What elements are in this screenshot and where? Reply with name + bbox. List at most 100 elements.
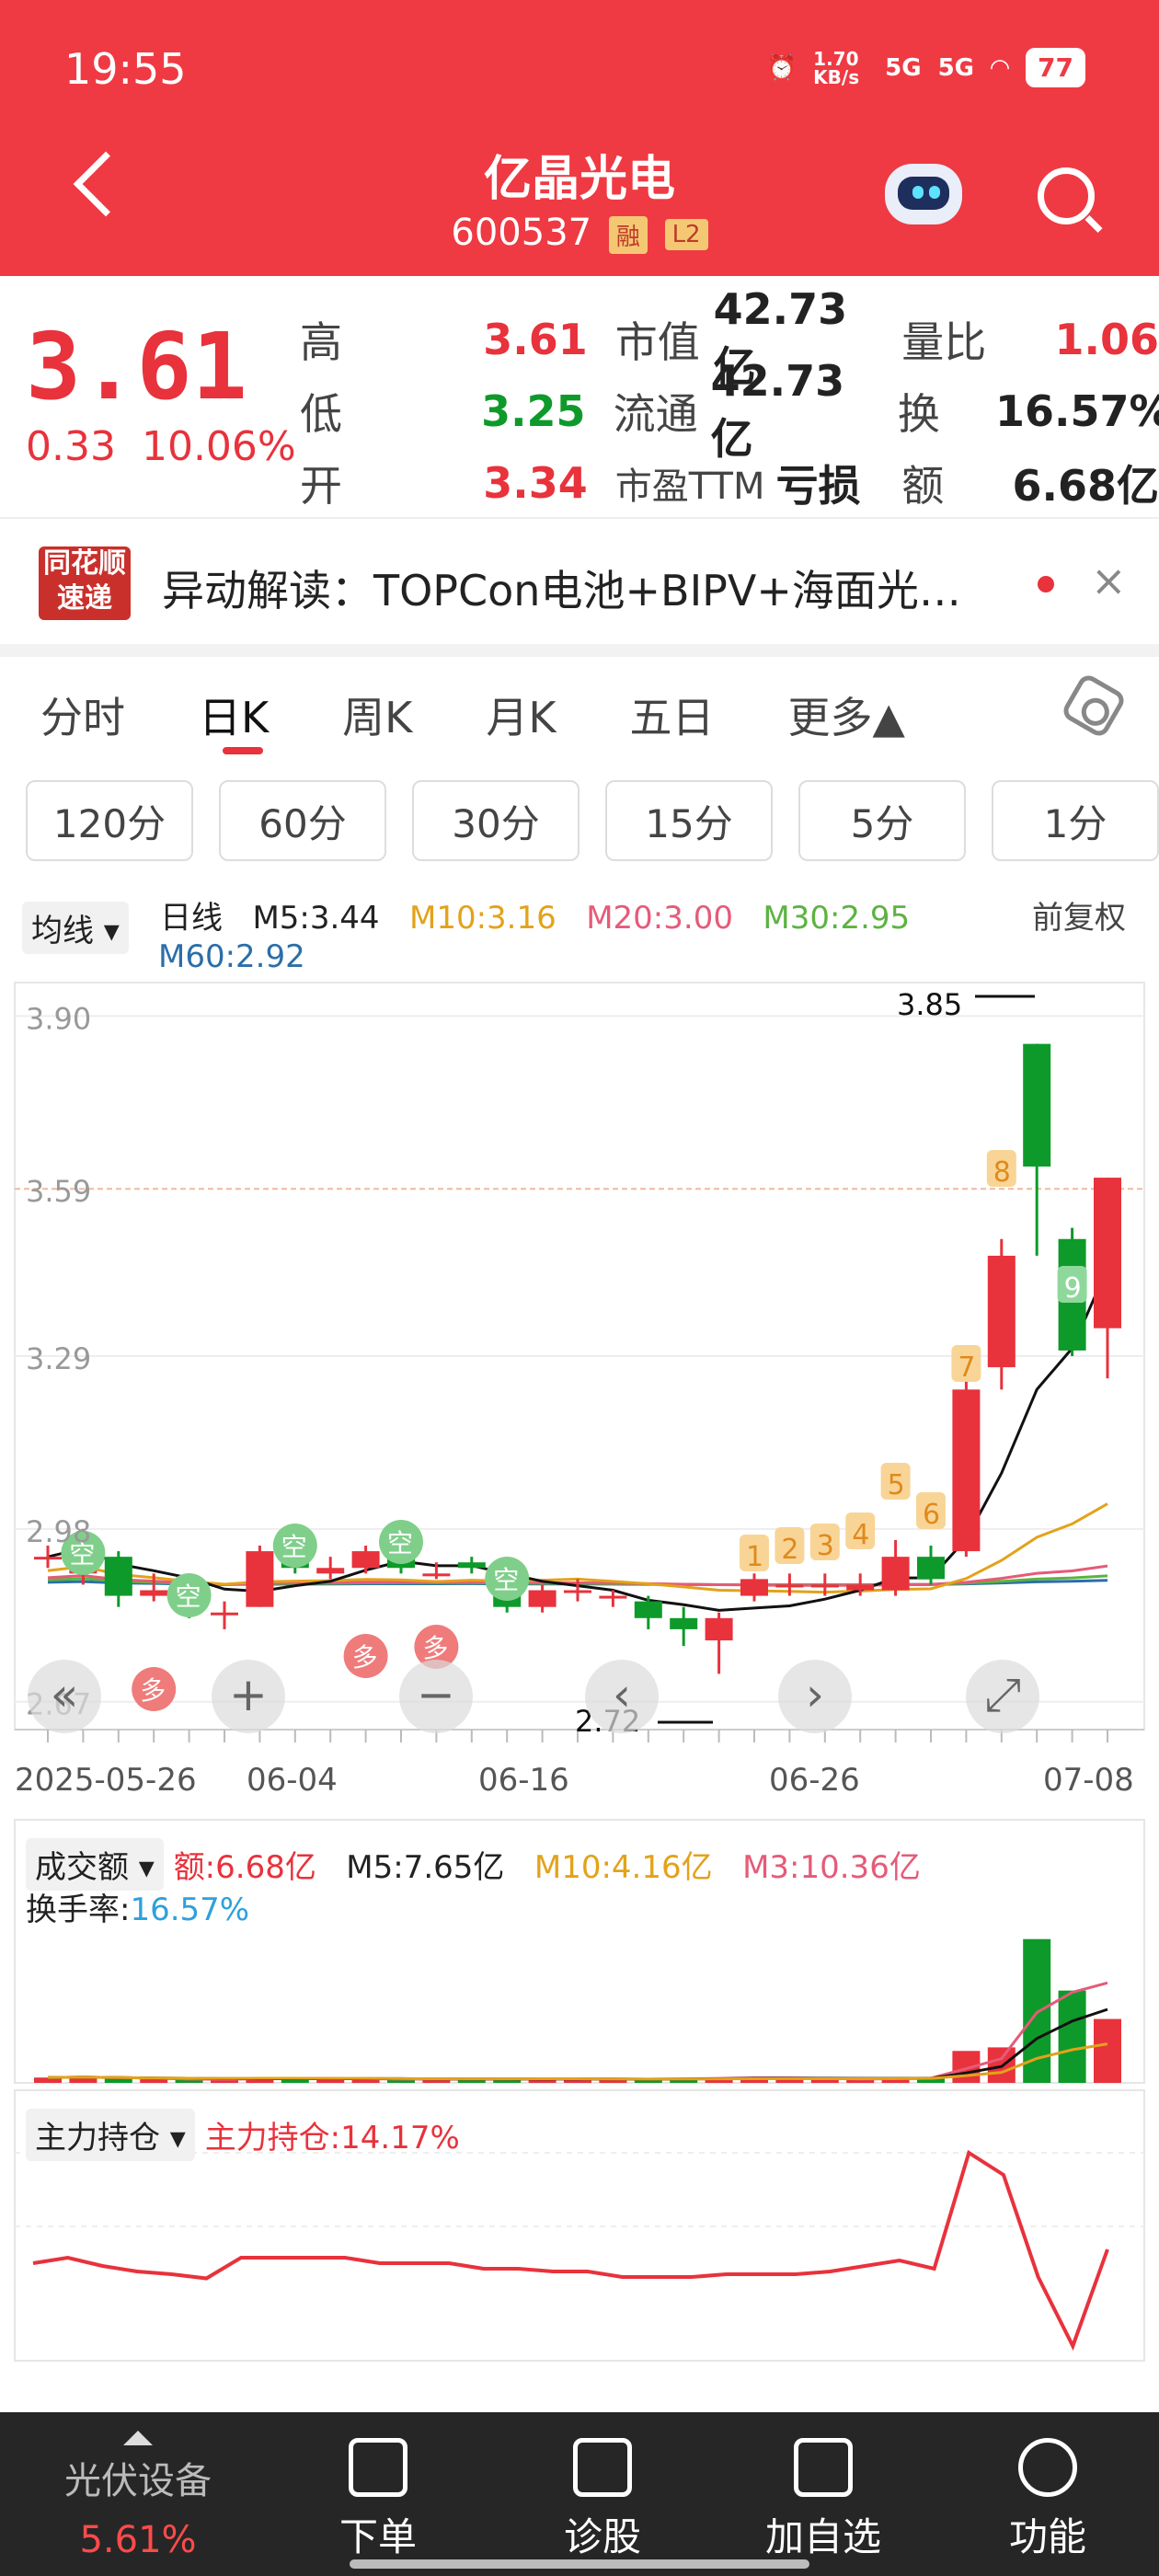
signal-number: 4 (852, 1519, 869, 1551)
buy-signal (414, 1625, 459, 1669)
tab-five-day[interactable]: 五日 (629, 693, 715, 742)
pe-label: 市盈TTM (614, 466, 765, 508)
stock-code-row: 600537 融 L2 (0, 212, 1159, 254)
candle-body (34, 1557, 62, 1560)
tab-monthly-k[interactable]: 月K (486, 693, 557, 742)
zoom-out-icon[interactable]: − (399, 1660, 473, 1733)
period-30min[interactable]: 30分 (412, 780, 580, 861)
zoom-in-icon[interactable]: + (212, 1660, 285, 1733)
chart-tabs: 分时 日K 周K 月K 五日 更多▲ (0, 657, 1159, 767)
chart-grid (14, 982, 1145, 2362)
chevron-left-icon[interactable]: ‹ (585, 1660, 659, 1733)
amount-bar (881, 2077, 910, 2083)
signal-number: 3 (817, 1530, 834, 1562)
high-mark-label: 3.85 (897, 987, 962, 1022)
news-ticker[interactable]: 同花顺 速递 异动解读：TOPCon电池+BIPV+海面光… × (0, 517, 1159, 644)
period-60min[interactable]: 60分 (219, 780, 386, 861)
sell-signal (166, 1573, 212, 1617)
candle-body (422, 1573, 451, 1577)
news-text[interactable]: 异动解读：TOPCon电池+BIPV+海面光… (162, 566, 961, 615)
signal-number: 1 (746, 1541, 763, 1573)
amount-bar (564, 2079, 591, 2083)
candle-body (987, 1255, 1016, 1368)
signal-icon-2: 5G (937, 53, 975, 82)
ma-legend: 均线 ▾ (22, 902, 129, 954)
amount-m3-line (47, 1981, 1108, 2081)
candle-body (952, 1389, 981, 1552)
high-label: 高 (300, 317, 342, 367)
fullscreen-icon[interactable]: ⤢ (966, 1660, 1039, 1733)
candle-body (740, 1579, 768, 1596)
margin-tag: 融 (608, 215, 648, 254)
chevron-right-icon[interactable]: › (778, 1660, 852, 1733)
sell-signal-text: 空 (281, 1532, 307, 1562)
vr-label: 量比 (901, 317, 987, 367)
ma30-value: M30:2.95 (763, 900, 911, 937)
turnover-label: 换 (897, 389, 940, 439)
sell-signal (485, 1557, 530, 1601)
rewind-icon[interactable]: « (28, 1660, 101, 1733)
close-icon[interactable]: × (1091, 556, 1127, 605)
period-5min[interactable]: 5分 (798, 780, 966, 861)
search-icon[interactable] (1038, 167, 1095, 224)
buy-signal-text: 多 (352, 1642, 378, 1673)
caret-up-icon (123, 2431, 153, 2445)
nav-order[interactable]: 下单 (309, 2438, 447, 2562)
amount-bar (422, 2079, 451, 2083)
stock-name: 亿晶光电 (483, 152, 675, 207)
candle-body (599, 1595, 627, 1599)
x-tick-label: 07-08 (1043, 1762, 1134, 1799)
ma-values: 日线 M5:3.44 M10:3.16 M20:3.00 M30:2.95 (160, 892, 910, 937)
amount-bar (810, 2079, 839, 2083)
float-value: 42.73亿 (710, 356, 845, 464)
tab-weekly-k[interactable]: 周K (342, 693, 413, 742)
open-label: 开 (300, 461, 342, 511)
period-15min[interactable]: 15分 (605, 780, 773, 861)
period-120min[interactable]: 120分 (26, 780, 193, 861)
nav-add-watchlist[interactable]: 加自选 (754, 2438, 892, 2562)
sector-info[interactable]: 光伏设备 5.61% (37, 2431, 239, 2561)
candle-body (634, 1601, 662, 1618)
nav-diagnose[interactable]: 诊股 (534, 2438, 671, 2562)
signal-number: 8 (993, 1156, 1011, 1189)
ma-dropdown[interactable]: 均线 ▾ (22, 902, 129, 954)
candle-body (457, 1562, 486, 1569)
pe-value: 亏损 (775, 461, 861, 511)
vr-value: 1.06 (1054, 315, 1159, 364)
tab-daily-k[interactable]: 日K (199, 693, 270, 742)
candle-body (104, 1557, 132, 1596)
amount-m5-line (47, 2007, 1108, 2081)
period-1min[interactable]: 1分 (992, 780, 1159, 861)
change-pct: 10.06% (141, 423, 296, 470)
news-logo-line2: 速递 (57, 582, 112, 615)
sell-signal-text: 空 (176, 1581, 201, 1612)
amount-bar (1094, 2018, 1121, 2083)
holding-dropdown[interactable]: 主力持仓 ▾ (26, 2109, 195, 2161)
signal-badge (951, 1345, 981, 1382)
robot-assistant-icon[interactable] (885, 164, 962, 224)
amount-bar (493, 2079, 522, 2083)
nav-function[interactable]: 功能 (979, 2438, 1117, 2562)
signal-markers: 1 2 3 456789空空空 空空多多多 (61, 1150, 1087, 1711)
amount-bar (140, 2079, 168, 2083)
x-tick-label: 2025-05-26 (15, 1762, 197, 1799)
amount-bar (670, 2078, 698, 2083)
candle-body (705, 1617, 733, 1641)
active-tab-indicator (223, 747, 263, 754)
amount-dropdown[interactable]: 成交额 ▾ (26, 1838, 164, 1891)
adjust-toggle[interactable]: 前复权 (1032, 900, 1126, 937)
y-tick-label: 3.90 (26, 1001, 91, 1036)
ma5-value: M5:3.44 (252, 900, 380, 937)
add-icon (794, 2438, 853, 2497)
candle-body (846, 1584, 875, 1591)
candle-body (1023, 1043, 1051, 1167)
amount-m5: M5:7.65亿 (346, 1849, 505, 1886)
signal-number: 5 (888, 1469, 905, 1501)
bottom-nav: 光伏设备 5.61% 下单 诊股 加自选 功能 (0, 2412, 1159, 2576)
stock-code: 600537 (451, 212, 592, 254)
l2-tag: L2 (664, 219, 708, 250)
tab-more[interactable]: 更多▲ (787, 693, 905, 742)
tab-intraday[interactable]: 分时 (40, 693, 125, 742)
amount-bar (740, 2077, 768, 2083)
